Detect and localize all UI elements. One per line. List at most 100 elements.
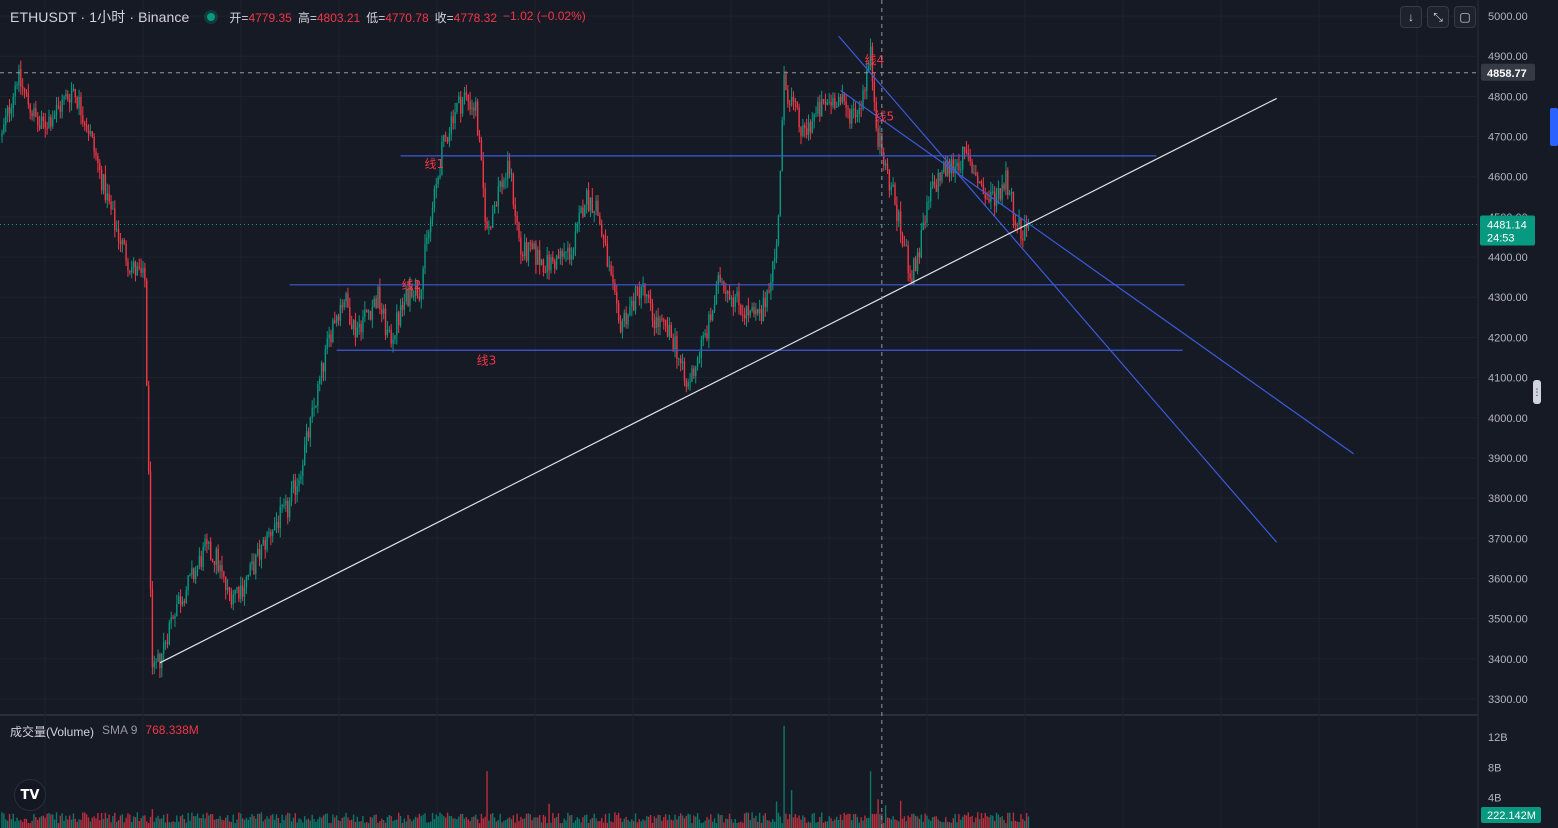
candle-body (796, 102, 798, 108)
arrow-down-icon[interactable]: ↓ (1400, 6, 1422, 28)
candle-body (354, 319, 357, 338)
candle-body (390, 329, 392, 344)
support-trendline[interactable] (159, 97, 1277, 664)
volume-bar (676, 819, 678, 828)
candle-body (414, 281, 417, 296)
candle-body (563, 252, 565, 257)
candle-body (894, 184, 896, 205)
volume-bar (349, 820, 351, 828)
drawing-line-线4[interactable] (838, 35, 1278, 543)
candle-body (713, 303, 716, 311)
candle-body (211, 559, 214, 562)
candle-body (420, 289, 422, 300)
candle-body (988, 198, 990, 202)
candle-body (74, 88, 77, 98)
volume-title[interactable]: 成交量(Volume) (10, 725, 95, 739)
volume-bar (93, 816, 95, 828)
volume-bar (37, 819, 39, 828)
candle-body (341, 305, 343, 308)
volume-sma-label: SMA 9 (102, 723, 138, 737)
candle-body (484, 188, 486, 222)
volume-bar (379, 820, 381, 828)
scale-drag-handle-icon[interactable]: ⋮ (1533, 380, 1542, 404)
volume-bar (367, 823, 370, 828)
volume-bar (446, 812, 449, 828)
volume-bar (230, 821, 233, 828)
candle-body (518, 222, 520, 238)
volume-bar (943, 821, 945, 828)
volume-bar (193, 816, 195, 828)
candle-body (992, 191, 994, 193)
candle-body (1003, 184, 1005, 190)
candle-body (986, 198, 988, 200)
volume-bar (127, 813, 129, 828)
candle-body (281, 505, 283, 507)
candle-body (960, 169, 962, 171)
volume-bar (23, 818, 26, 828)
price-tick-label: 5000.00 (1488, 11, 1528, 23)
volume-bar (802, 815, 804, 828)
candle-body (648, 294, 650, 299)
candle-body (1020, 218, 1022, 240)
candle-body (730, 297, 733, 300)
volume-bar (8, 813, 11, 828)
candle-body (529, 242, 531, 244)
candle-body (283, 504, 285, 506)
volume-bar (461, 813, 464, 828)
volume-bar (12, 813, 14, 828)
volume-bar (711, 821, 714, 828)
volume-bar (945, 817, 947, 828)
candle-body (266, 533, 268, 550)
candle-body (591, 197, 594, 213)
volume-bar (745, 812, 748, 828)
tradingview-logo-icon[interactable]: TV (14, 779, 46, 811)
candle-body (352, 319, 355, 330)
volume-bar (198, 817, 201, 828)
fullscreen-icon[interactable]: ⤡ (1427, 6, 1449, 28)
volume-bar (755, 815, 757, 828)
candle-body (719, 275, 721, 282)
candle-body (256, 548, 259, 555)
symbol-title[interactable]: ETHUSDT · 1小时 · Binance (10, 9, 190, 25)
candle-body (25, 91, 28, 94)
candle-body (869, 46, 872, 67)
volume-bar (975, 817, 977, 828)
volume-bar (1003, 819, 1005, 828)
volume-bar (328, 823, 330, 828)
volume-bar (841, 819, 844, 828)
price-tick-label: 3600.00 (1488, 573, 1528, 585)
volume-bar (713, 818, 716, 828)
candle-body (849, 109, 851, 124)
volume-bar (279, 823, 281, 828)
candle-body (384, 308, 387, 336)
volume-bar (931, 817, 934, 828)
candle-body (841, 94, 844, 103)
candle-body (416, 281, 419, 296)
candle-body (856, 114, 859, 117)
candle-body (766, 290, 768, 308)
screenshot-icon[interactable]: ▢ (1454, 6, 1476, 28)
volume-bar (155, 817, 157, 828)
volume-bar (1018, 821, 1020, 828)
candle-body (87, 129, 90, 134)
volume-bar (382, 820, 385, 828)
volume-bar (883, 822, 885, 828)
volume-bar (371, 817, 374, 828)
volume-bar (674, 814, 676, 828)
candle-body (362, 317, 364, 333)
candle-body (585, 190, 588, 205)
volume-bar (798, 815, 800, 828)
volume-bar (845, 814, 847, 828)
volume-bar (977, 812, 979, 828)
candle-body (234, 589, 236, 595)
candle-body (42, 116, 45, 121)
candle-body (334, 320, 336, 323)
candle-body (1025, 224, 1028, 228)
volume-bar (871, 813, 874, 828)
volume-bar (644, 820, 646, 828)
candle-body (837, 96, 840, 107)
volume-bar (320, 817, 323, 828)
drawing-line-线5[interactable] (840, 89, 1355, 455)
volume-bar (954, 814, 956, 828)
